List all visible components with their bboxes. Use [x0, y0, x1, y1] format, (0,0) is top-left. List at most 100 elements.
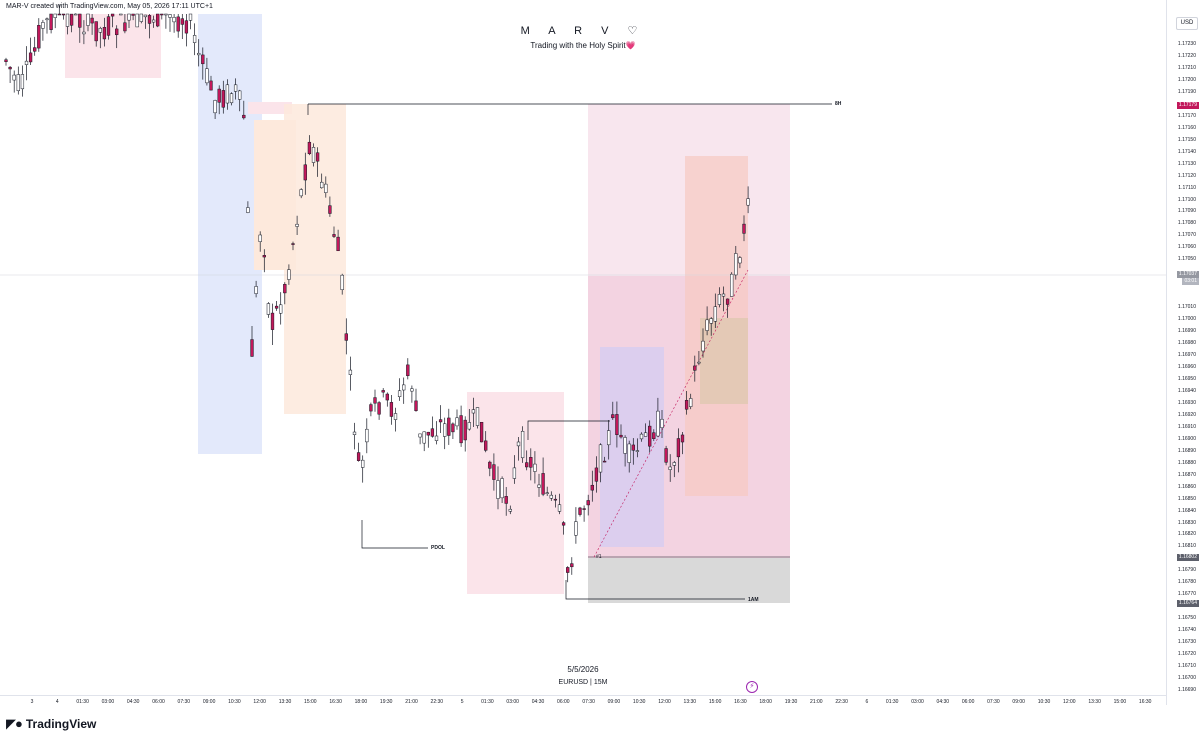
chart-area[interactable]: M A R V ♡ Trading with the Holy Spirit💗 … — [0, 0, 1166, 705]
time-label: 01:30 — [885, 699, 899, 705]
chart-watermark: M A R V ♡ Trading with the Holy Spirit💗 — [0, 24, 1166, 50]
bearish-candle — [377, 402, 381, 415]
bullish-candle — [607, 430, 611, 446]
time-label: 10:30 — [228, 699, 241, 705]
bearish-candle — [619, 434, 623, 438]
price-label: 1.16750 — [1177, 615, 1196, 622]
bullish-candle — [352, 431, 357, 436]
bullish-candle — [701, 340, 705, 352]
bullish-candle — [24, 60, 29, 65]
level-pdol-label: PDOL — [431, 545, 445, 551]
bullish-candle — [119, 13, 123, 16]
bearish-candle — [123, 22, 127, 32]
bullish-candle — [143, 14, 148, 18]
bullish-candle — [86, 13, 90, 26]
price-label: 1.17160 — [1177, 124, 1196, 131]
bearish-candle — [184, 20, 189, 34]
bearish-candle — [525, 462, 529, 468]
time-label: 04:30 — [531, 699, 545, 705]
bullish-candle — [266, 303, 271, 315]
price-label: 1.16910 — [1177, 423, 1196, 430]
bearish-candle — [78, 13, 82, 28]
bullish-candle — [709, 318, 713, 324]
bullish-candle — [16, 74, 20, 92]
bullish-candle — [496, 480, 500, 499]
chart-canvas[interactable] — [0, 0, 1166, 705]
tradingview-footer[interactable]: ◤● TradingView — [6, 716, 96, 732]
bullish-candle — [557, 504, 562, 512]
bullish-candle — [139, 13, 143, 22]
currency-button[interactable]: USD — [1176, 17, 1198, 30]
time-label: 15:00 — [304, 699, 317, 705]
bearish-candle — [336, 236, 340, 252]
bearish-candle — [328, 205, 332, 214]
bullish-candle — [721, 293, 726, 297]
bullish-candle — [225, 84, 230, 104]
bullish-candle — [639, 433, 644, 440]
price-tag-current: 1.17037 — [1176, 271, 1199, 278]
blue-zone — [198, 14, 262, 454]
bullish-candle — [410, 388, 414, 392]
price-tag-current-time: 03:01 — [1182, 278, 1199, 285]
price-label: 1.17210 — [1177, 64, 1196, 71]
bearish-candle — [332, 234, 336, 237]
time-label: 06:00 — [961, 699, 975, 705]
price-label: 1.16790 — [1177, 567, 1196, 574]
bullish-candle — [127, 13, 131, 21]
level-line — [527, 420, 610, 440]
bearish-candle — [541, 473, 545, 495]
bullish-candle — [393, 413, 398, 420]
bullish-candle — [229, 93, 234, 104]
time-label: 12:00 — [1063, 699, 1076, 705]
price-tag-high: 1.17179 — [1176, 102, 1199, 109]
bullish-candle — [508, 508, 512, 512]
bearish-candle — [385, 393, 389, 401]
time-axis[interactable]: 3 4 01:30 03:00 04:30 06:00 07:30 09:00 10:30 12:… — [0, 695, 1166, 709]
time-label: 10:30 — [632, 699, 646, 705]
bullish-candle — [717, 294, 722, 305]
bearish-candle — [684, 400, 689, 410]
tradingview-brand: TradingView — [25, 717, 97, 731]
bearish-candle — [582, 508, 586, 510]
created-by-text: MAR-V created with TradingView.com, May … — [6, 3, 213, 10]
bearish-candle — [209, 80, 213, 91]
bullish-candle — [74, 13, 78, 16]
bearish-candle — [201, 54, 205, 65]
bearish-candle — [586, 500, 590, 506]
bullish-candle — [516, 441, 521, 447]
bullish-candle — [443, 423, 447, 437]
bullish-candle — [135, 13, 139, 28]
bearish-candle — [430, 428, 435, 437]
bearish-candle — [406, 364, 410, 377]
price-label: 1.16960 — [1177, 364, 1196, 370]
price-label: 1.17080 — [1177, 220, 1196, 227]
bullish-candle — [98, 28, 102, 33]
price-axis[interactable]: USD 1.17179 1.17037 03:01 1.16802 1.1676… — [1166, 0, 1200, 705]
bullish-candle — [730, 273, 734, 297]
bearish-candle — [274, 305, 279, 309]
bullish-candle — [537, 484, 541, 488]
pink-zone — [248, 102, 292, 114]
time-label: 13:30 — [278, 699, 292, 705]
price-label: 1.17060 — [1177, 244, 1196, 251]
bullish-candle — [197, 52, 201, 56]
price-label: 1.16690 — [1177, 687, 1196, 693]
bullish-candle — [151, 19, 156, 23]
bearish-candle — [488, 461, 492, 469]
flash-icon[interactable]: ⚡ — [746, 681, 758, 693]
price-label: 1.16860 — [1177, 483, 1196, 490]
time-label: 13:30 — [683, 699, 697, 705]
time-label: 12:00 — [658, 699, 671, 705]
bearish-candle — [131, 13, 135, 16]
bearish-candle — [676, 438, 681, 458]
bearish-candle — [180, 18, 184, 25]
bullish-candle — [434, 435, 439, 441]
bullish-candle — [697, 361, 701, 364]
price-label: 1.16890 — [1177, 447, 1196, 454]
bearish-candle — [369, 404, 373, 412]
bullish-candle — [643, 432, 648, 437]
bullish-candle — [660, 418, 664, 428]
price-label: 1.17050 — [1177, 256, 1196, 263]
price-label: 1.17120 — [1177, 172, 1196, 179]
price-label: 1.17140 — [1177, 148, 1196, 155]
